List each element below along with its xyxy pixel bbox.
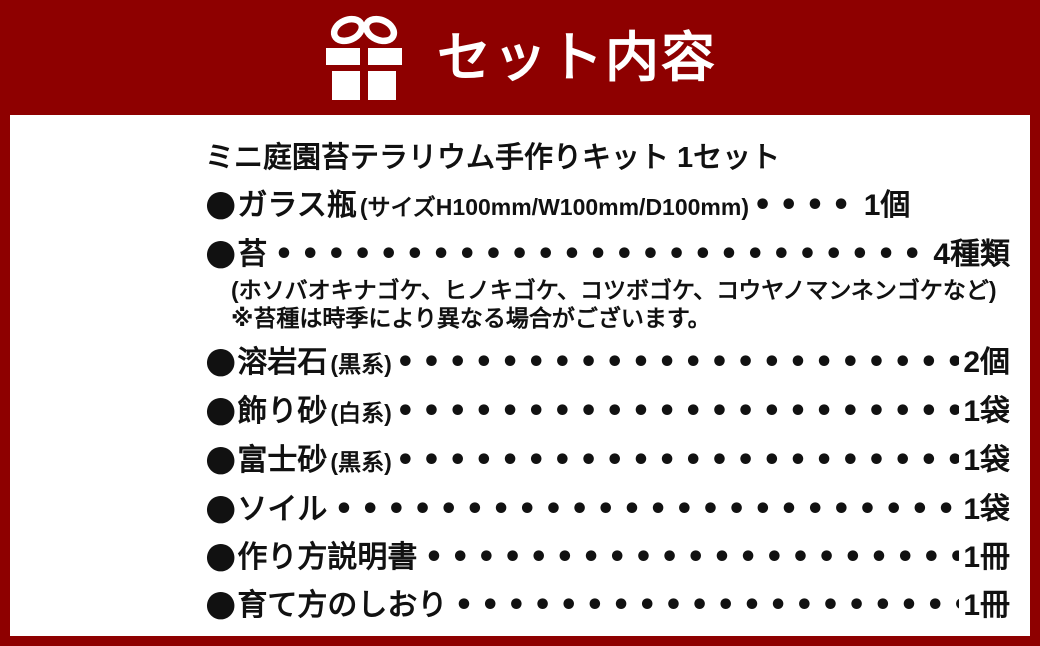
leader-dots: •••• (753, 189, 858, 223)
leader-dots: •••••••••••••••••••••••• (395, 346, 960, 380)
item-note: (黒系) (330, 449, 392, 475)
list-item-lava-rock: ● 溶岩石 (黒系) •••••••••••••••••••••••• 2個 (205, 340, 1010, 381)
leader-dots: •••••••••••••••••••••• (454, 589, 959, 623)
bullet-icon: ● (205, 535, 237, 576)
list-item-care-guide: ● 育て方のしおり •••••••••••••••••••••• 1冊 (205, 583, 1010, 624)
item-quantity: 1冊 (963, 589, 1010, 622)
leader-dots: ••••••••••••••••••••••• (395, 444, 960, 478)
item-quantity: 1袋 (963, 395, 1010, 428)
list-item-decorative-sand: ● 飾り砂 (白系) ••••••••••••••••••••••• 1袋 (205, 389, 1010, 430)
item-name: 苔 (237, 238, 268, 271)
item-quantity: 2個 (963, 346, 1010, 379)
set-title: ミニ庭園苔テラリウム手作りキット 1セット (205, 142, 781, 174)
list-item-glass-jar: ● ガラス瓶 (サイズH100mm/W100mm/D100mm) •••• 1個 (205, 183, 1010, 224)
leader-dots: ••••••••••••••••••••••• (395, 395, 960, 429)
page-title: セット内容 (437, 27, 717, 88)
leader-dots: ••••••••••••••••••••••••••••••• (274, 238, 929, 272)
item-name: ソイル (237, 493, 328, 526)
leader-dots: •••••••••••••••••••••••••• (334, 493, 960, 527)
item-name: 作り方説明書 (237, 541, 418, 574)
item-note: (黒系) (330, 351, 392, 377)
item-name: 飾り砂 (237, 395, 328, 428)
item-note: (サイズH100mm/W100mm/D100mm) (359, 194, 749, 220)
bullet-icon: ● (205, 389, 237, 430)
item-quantity: 1袋 (963, 493, 1010, 526)
moss-details: (ホソバオキナゴケ、ヒノキゴケ、コツボゴケ、コウヤノマンネンゴケなど) ※苔種は… (231, 276, 1010, 332)
item-name: 溶岩石 (237, 346, 328, 379)
item-quantity: 1冊 (963, 541, 1010, 574)
bullet-icon: ● (205, 340, 237, 381)
bullet-icon: ● (205, 232, 237, 273)
gift-icon (323, 14, 405, 107)
item-name: ガラス瓶 (237, 189, 357, 222)
leader-dots: ••••••••••••••••••••••• (424, 541, 959, 575)
item-quantity: 1個 (863, 189, 911, 222)
item-note: (白系) (330, 400, 392, 426)
item-quantity: 1袋 (963, 444, 1010, 477)
bullet-icon: ● (205, 438, 237, 479)
item-name: 富士砂 (237, 444, 328, 477)
moss-season-disclaimer: ※苔種は時季により異なる場合がございます。 (231, 305, 711, 331)
content-panel: ミニ庭園苔テラリウム手作りキット 1セット ● ガラス瓶 (サイズH100mm/… (10, 115, 1030, 636)
list-item-moss: ● 苔 ••••••••••••••••••••••••••••••• 4種類 (205, 232, 1010, 273)
item-quantity: 4種類 (933, 238, 1010, 271)
item-name: 育て方のしおり (237, 589, 448, 622)
bullet-icon: ● (205, 487, 237, 528)
bullet-icon: ● (205, 183, 237, 224)
list-item-soil: ● ソイル •••••••••••••••••••••••••• 1袋 (205, 487, 1010, 528)
set-contents-list: ミニ庭園苔テラリウム手作りキット 1セット ● ガラス瓶 (サイズH100mm/… (205, 141, 1010, 623)
header: セット内容 (0, 0, 1040, 115)
bullet-icon: ● (205, 583, 237, 624)
list-item-fuji-sand: ● 富士砂 (黒系) ••••••••••••••••••••••• 1袋 (205, 438, 1010, 479)
moss-species-note: (ホソバオキナゴケ、ヒノキゴケ、コツボゴケ、コウヤノマンネンゴケなど) (231, 277, 997, 303)
list-item-group-moss: ● 苔 ••••••••••••••••••••••••••••••• 4種類 … (205, 232, 1010, 332)
list-item-instruction-manual: ● 作り方説明書 ••••••••••••••••••••••• 1冊 (205, 535, 1010, 576)
